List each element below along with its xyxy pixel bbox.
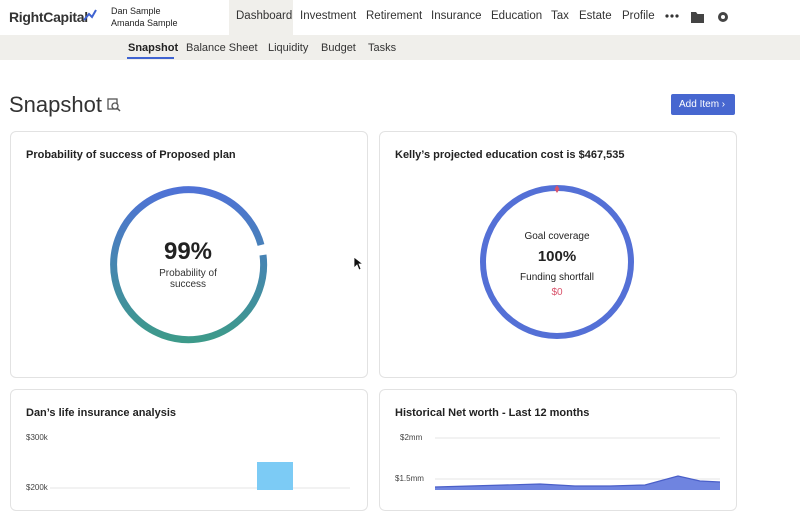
coverage-label: Goal coverage: [524, 231, 590, 242]
gauge-value: 99%: [163, 238, 213, 265]
card-title: Historical Net worth - Last 12 months: [395, 407, 590, 419]
card-title: Dan’s life insurance analysis: [26, 407, 176, 419]
sub-nav-item[interactable]: Liquidity: [268, 42, 309, 54]
sub-nav-item[interactable]: Tasks: [368, 42, 397, 54]
gauge-label: Probability of success: [159, 268, 217, 290]
sub-nav-item[interactable]: Balance Sheet: [186, 42, 258, 54]
user-name: Amanda Sample: [111, 18, 178, 28]
active-tab-bg: [229, 0, 293, 35]
nav-item[interactable]: Insurance: [431, 10, 482, 22]
add-item-button[interactable]: Add Item ›: [671, 94, 735, 115]
y-tick-label: $200k: [26, 483, 48, 492]
nav-item[interactable]: Profile: [622, 10, 655, 22]
sub-nav-item[interactable]: Snapshot: [128, 42, 179, 54]
user-name: Dan Sample: [111, 6, 161, 16]
nav-item[interactable]: Estate: [579, 10, 612, 22]
active-underline: [127, 57, 174, 59]
insurance-chart: [50, 462, 350, 490]
shortfall-value: $0: [551, 287, 563, 298]
logo[interactable]: RightCapital: [9, 9, 88, 25]
button-label[interactable]: Add Item: [679, 99, 720, 110]
nav-icons[interactable]: [664, 10, 734, 26]
sub-nav-item[interactable]: Budget: [321, 42, 356, 54]
card-title: Kelly’s projected education cost is $467…: [395, 149, 625, 161]
nav-item[interactable]: Dashboard: [236, 10, 293, 22]
sub-nav-bar: [0, 35, 800, 60]
nav-item[interactable]: Education: [491, 10, 543, 22]
y-tick-label: $300k: [26, 433, 48, 442]
page-title: Snapshot: [9, 92, 102, 117]
shortfall-label: Funding shortfall: [520, 272, 594, 283]
success-gauge: [110, 186, 268, 344]
card-title: Probability of success of Proposed plan: [26, 149, 236, 161]
search-icon[interactable]: [107, 98, 121, 112]
y-tick-label: $2mm: [400, 433, 423, 442]
mouse-cursor: [353, 256, 365, 271]
logo-arrow: [83, 9, 97, 21]
nav-item[interactable]: Tax: [551, 10, 569, 22]
nav-item[interactable]: Retirement: [366, 10, 423, 22]
nav-item[interactable]: Investment: [300, 10, 357, 22]
coverage-value: 100%: [537, 248, 577, 265]
y-tick-label: $1.5mm: [395, 474, 424, 483]
net-worth-chart: [434, 437, 721, 490]
coverage-gauge: [480, 185, 634, 339]
